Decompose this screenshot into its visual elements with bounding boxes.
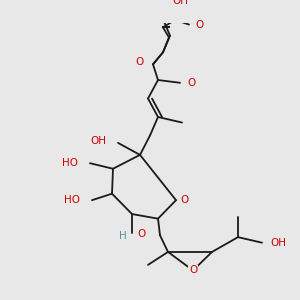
Text: OH: OH — [90, 136, 106, 146]
Text: OH: OH — [270, 238, 286, 248]
Text: H: H — [119, 231, 127, 241]
Text: O: O — [180, 195, 188, 205]
Text: HO: HO — [64, 195, 80, 205]
Text: O: O — [189, 266, 197, 275]
Text: HO: HO — [62, 158, 78, 168]
Text: O: O — [137, 230, 145, 239]
Text: O: O — [187, 78, 195, 88]
Text: O: O — [195, 20, 203, 30]
Text: O: O — [136, 58, 144, 68]
Text: OH: OH — [172, 0, 188, 7]
